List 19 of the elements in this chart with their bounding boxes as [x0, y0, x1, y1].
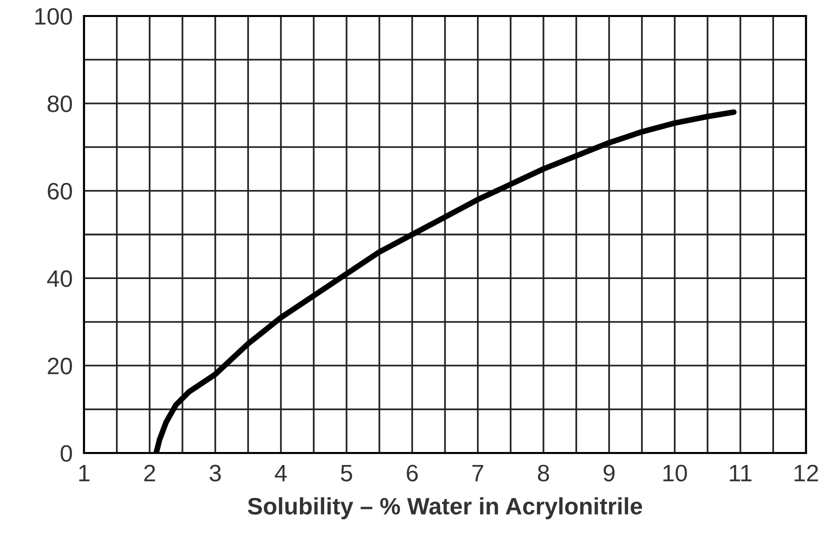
x-axis-title: Solubility – % Water in Acrylonitrile: [248, 497, 642, 520]
y-tick-label: 80: [48, 95, 72, 112]
x-tick-label: 4: [274, 464, 287, 482]
y-tick-label: 60: [48, 182, 72, 200]
x-tick-label: 7: [472, 464, 484, 482]
x-tick-label: 12: [794, 464, 818, 482]
x-tick-label: 5: [340, 464, 352, 482]
x-tick-label: 11: [730, 464, 752, 482]
y-tick-label: 100: [35, 8, 72, 25]
x-tick-label: 9: [604, 464, 615, 482]
x-tick-label: 8: [538, 464, 549, 482]
x-tick-label: 3: [210, 464, 221, 482]
y-tick-label: 0: [60, 445, 72, 462]
x-tick-label: 1: [79, 464, 90, 482]
x-tick-label: 2: [144, 464, 156, 482]
y-tick-label: 20: [48, 358, 72, 374]
x-tick-label: 10: [663, 464, 687, 482]
x-tick-label: 6: [406, 464, 418, 482]
y-tick-label: 40: [47, 270, 72, 287]
